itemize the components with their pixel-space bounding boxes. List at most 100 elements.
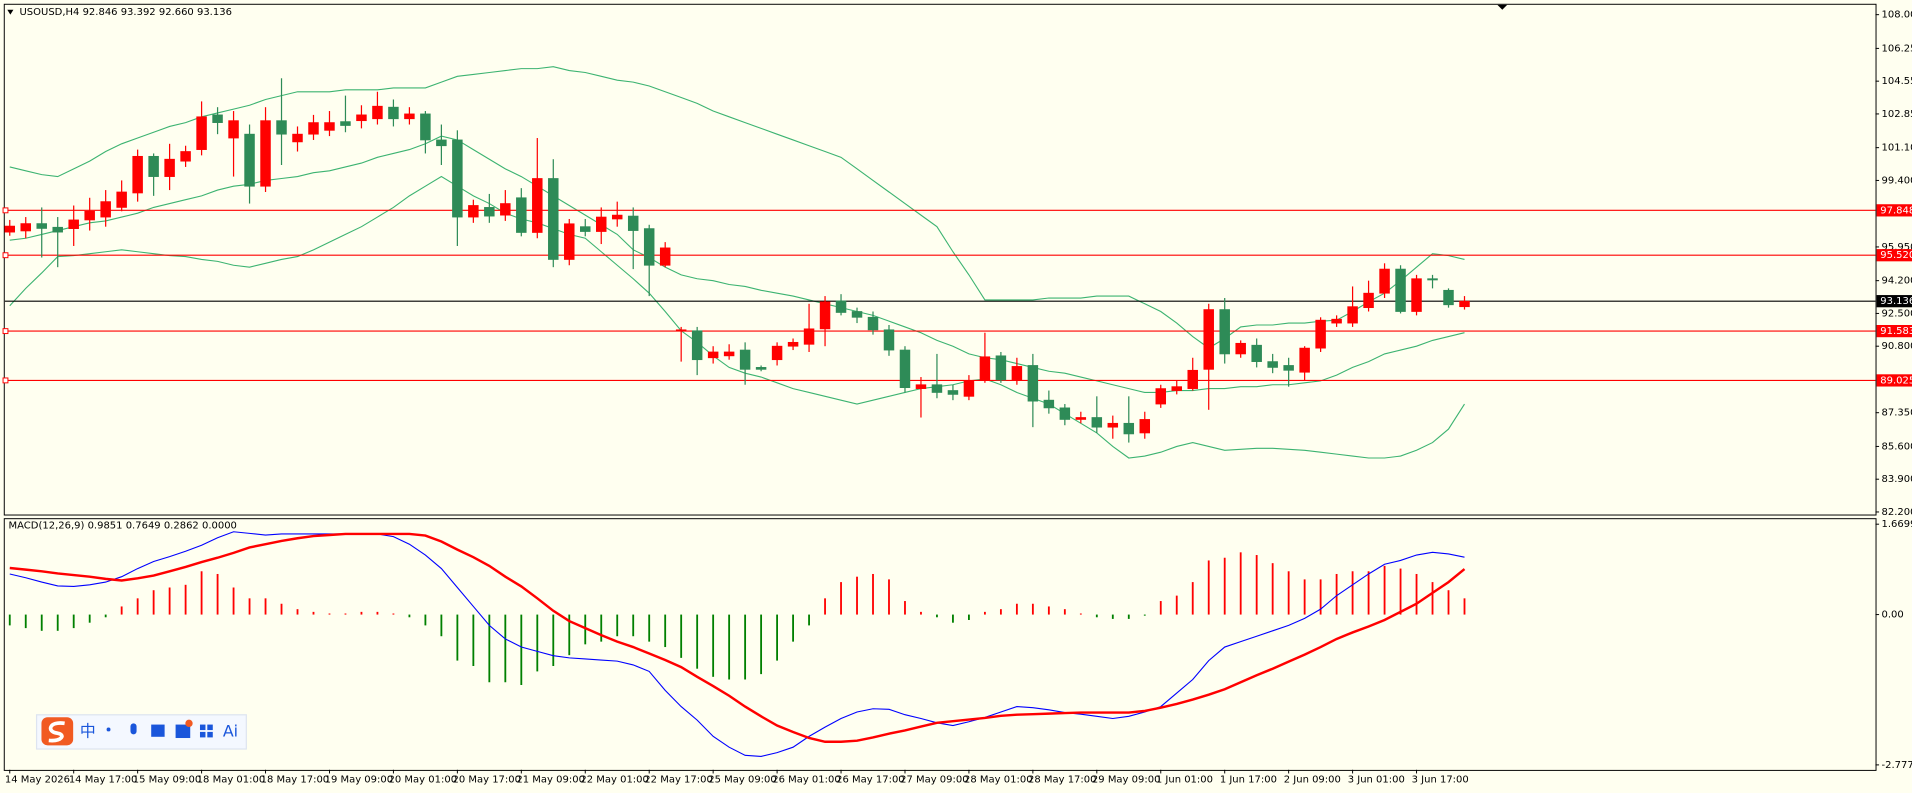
candle-body [260,120,271,187]
candle-body [1059,407,1071,420]
candle-body [803,328,815,345]
candle-body [851,311,863,318]
candle-body [356,114,367,122]
x-tick-label: 25 May 09:00 [708,775,777,786]
y-tick-label: -2.7772 [1882,760,1912,771]
y-tick-label: 99.400 [1882,175,1912,186]
y-tick-label: 90.800 [1882,341,1912,352]
x-tick-label: 28 May 17:00 [1028,775,1097,786]
ime-ai[interactable]: Ai [223,721,238,740]
candle-body [723,351,735,357]
y-tick-label: 92.500 [1882,308,1912,319]
candle-body [819,301,831,330]
candle-body [1427,278,1438,281]
ime-tools[interactable] [199,724,206,731]
candle-body [1027,365,1039,402]
ime-tools [207,731,213,738]
macd-panel-frame [3,518,1877,771]
candle-body [84,210,95,221]
candle-body [292,133,303,143]
ime-voice[interactable] [130,723,137,735]
candle-body [1331,318,1342,324]
x-tick-label: 3 Jun 17:00 [1412,775,1469,786]
candle-body [627,215,639,231]
x-tick-label: 18 May 17:00 [261,775,330,786]
candle-body [1171,386,1182,391]
y-tick-label: 94.200 [1882,276,1912,287]
candle-body [436,139,447,147]
candle-body [196,116,207,150]
candle-body [36,223,47,229]
last-price-box [1876,295,1912,308]
candle-body [691,330,703,361]
candle-body [979,356,991,381]
candle-body [1219,309,1230,355]
x-tick-label: 3 Jun 01:00 [1348,775,1405,786]
candle-body [995,355,1007,381]
candle-body [596,216,607,232]
candle-body [1123,422,1135,435]
candle-body [20,223,31,232]
ime-mode[interactable]: 中 [80,721,96,740]
candle-body [212,114,223,123]
candle-body [643,228,655,266]
candle-body [659,247,671,266]
candle-body [580,226,591,232]
ime-punct[interactable] [106,727,111,732]
level-marker [2,377,9,384]
candle-body [1283,365,1294,371]
candle-body [915,384,927,389]
candle-body [100,201,111,218]
y-tick-label: 95.950 [1882,242,1912,253]
y-tick-label: 101.10 [1882,143,1912,154]
candle-body [1251,344,1262,362]
y-tick-label: 87.350 [1882,408,1912,419]
candle-body [675,329,687,332]
x-tick-label: 19 May 09:00 [325,775,394,786]
last-price-label: 93.136 [1880,296,1912,307]
x-tick-label: 14 May 17:00 [69,775,138,786]
candle-body [340,121,351,126]
ime-badge [185,719,193,728]
x-tick-label: 1 Jun 01:00 [1156,775,1213,786]
price-panel-frame [3,3,1877,516]
level-label: 97.848 [1880,205,1912,216]
candle-body [883,329,895,351]
ime-skin[interactable] [175,724,191,739]
x-tick-label: 20 May 01:00 [389,775,458,786]
level-label: 91.583 [1880,326,1912,337]
x-tick-label: 1 Jun 17:00 [1220,775,1277,786]
candle-body [739,349,751,370]
candle-body [787,341,799,347]
ime-keyboard[interactable] [151,724,165,737]
candle-body [1299,347,1310,373]
candle-body [148,155,159,177]
candle-body [1235,342,1246,355]
y-tick-label: 106.25 [1882,43,1912,54]
candle-body [324,122,335,131]
macd-line [9,531,1465,757]
candle-body [1091,417,1103,428]
candle-body [1203,309,1214,370]
ime-toolbar[interactable]: 中 Ai [35,714,247,750]
x-tick-label: 2 Jun 09:00 [1284,775,1341,786]
candle-body [404,113,415,120]
candle-body [707,351,719,359]
candle-body [931,384,943,393]
candle-body [899,349,911,389]
candle-body [1155,388,1167,405]
level-marker [2,252,9,259]
symbol-menu-arrow[interactable] [7,9,14,15]
candle-body [68,219,79,229]
candle-body [468,205,479,218]
ime-tools [207,724,213,731]
x-tick-label: 26 May 01:00 [772,775,841,786]
candle-body [228,120,239,139]
candle-body [755,367,767,370]
candle-body [388,106,399,120]
x-tick-label: 22 May 17:00 [644,775,713,786]
candle-body [564,223,575,260]
candle-body [835,300,847,313]
